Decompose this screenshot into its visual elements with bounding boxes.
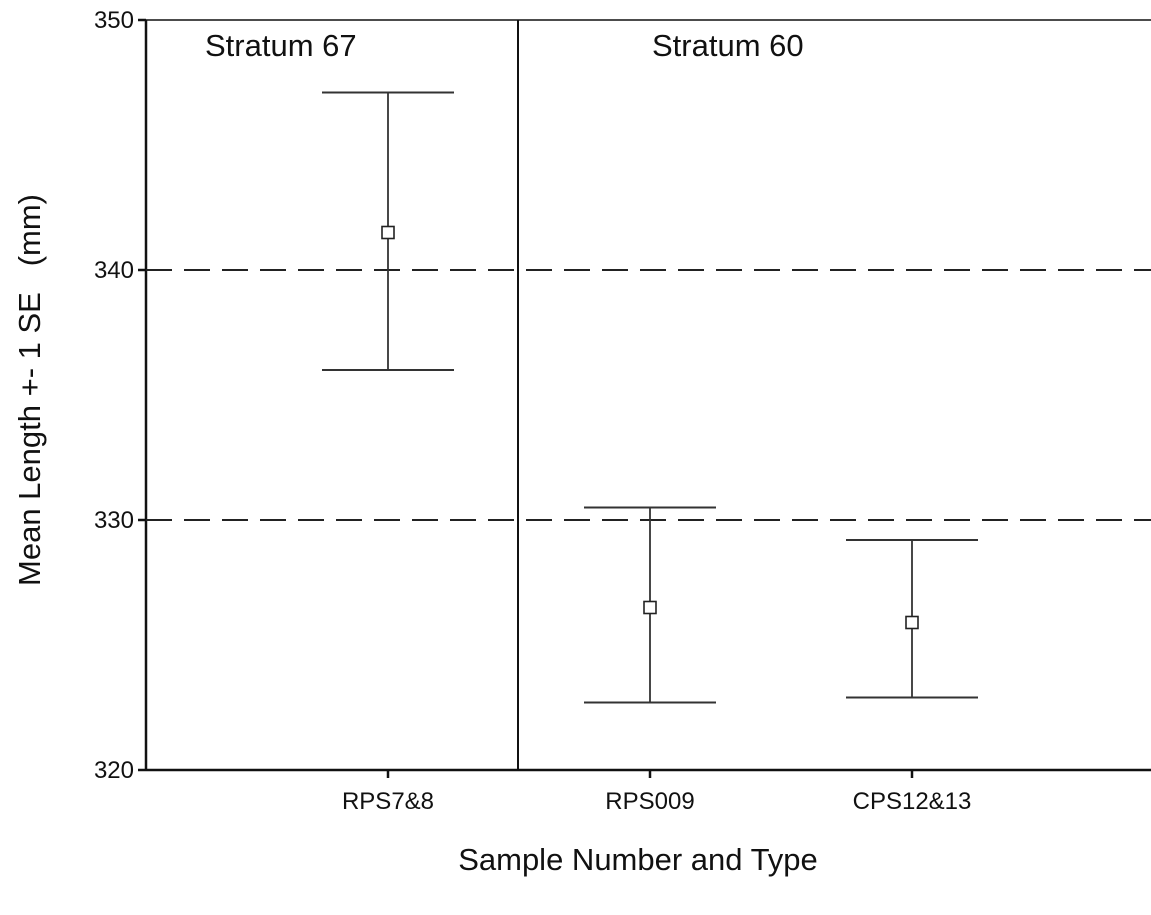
y-tick-label: 340 <box>94 257 134 284</box>
mean-markers <box>381 225 919 630</box>
x-tick-label: RPS009 <box>605 788 694 815</box>
x-tick-label: RPS7&8 <box>342 788 434 815</box>
x-axis-ticks: RPS7&8 RPS009 CPS12&13 <box>342 770 971 815</box>
mean-marker <box>643 600 657 615</box>
y-tick-label: 350 <box>94 7 134 34</box>
panel-label-stratum-67: Stratum 67 <box>205 28 357 63</box>
mean-marker <box>381 225 395 240</box>
y-axis-title: Mean Length +- 1 SE (mm) <box>12 194 47 586</box>
mean-marker <box>905 615 919 630</box>
y-tick-label: 330 <box>94 507 134 534</box>
reference-lines <box>146 269 1151 521</box>
y-axis-ticks: 320 330 340 350 <box>94 7 146 784</box>
panel-label-stratum-60: Stratum 60 <box>652 28 804 63</box>
x-tick-label: CPS12&13 <box>853 788 972 815</box>
x-axis-title: Sample Number and Type <box>458 842 818 877</box>
y-tick-label: 320 <box>94 757 134 784</box>
